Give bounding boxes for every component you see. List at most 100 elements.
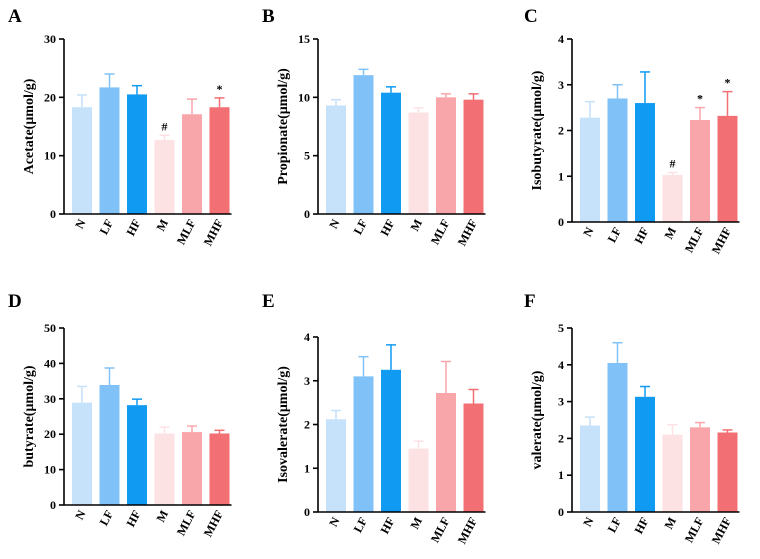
x-tick-label: N bbox=[580, 515, 597, 530]
y-tick-label: 1 bbox=[558, 169, 564, 183]
y-axis-label: Acetate(μmol/g) bbox=[22, 78, 37, 174]
bar-mlf bbox=[690, 119, 710, 222]
x-tick-label: M bbox=[153, 508, 171, 525]
bar-mlf bbox=[436, 393, 456, 512]
y-tick-label: 4 bbox=[304, 330, 310, 344]
panel-letter: F bbox=[524, 291, 536, 312]
x-tick-label: LF bbox=[351, 515, 371, 535]
bar-mhf bbox=[463, 403, 484, 512]
y-tick-label: 5 bbox=[304, 149, 310, 163]
x-tick-label: MLF bbox=[174, 217, 199, 247]
x-tick-label: LF bbox=[605, 225, 625, 245]
bar-m bbox=[662, 174, 683, 222]
x-tick-label: MLF bbox=[428, 515, 453, 545]
x-tick-label: MHF bbox=[709, 225, 735, 256]
bar-hf bbox=[635, 396, 655, 512]
x-tick-label: MLF bbox=[174, 508, 199, 538]
y-tick-label: 3 bbox=[304, 374, 310, 388]
panel-letter: D bbox=[8, 291, 22, 312]
y-axis-label: valerate(μmol/g) bbox=[530, 370, 545, 469]
y-axis-label: butyrate(μmol/g) bbox=[22, 365, 37, 467]
y-tick-label: 20 bbox=[44, 90, 56, 104]
bar-n bbox=[326, 419, 346, 512]
panel-letter: A bbox=[8, 6, 22, 27]
y-tick-label: 10 bbox=[44, 463, 56, 477]
y-tick-label: 0 bbox=[304, 505, 310, 519]
y-tick-label: 50 bbox=[44, 321, 56, 335]
x-tick-label: LF bbox=[605, 515, 625, 535]
y-tick-label: 40 bbox=[44, 356, 56, 370]
bar-lf bbox=[353, 75, 374, 215]
x-tick-label: N bbox=[72, 217, 89, 232]
bar-mlf bbox=[690, 427, 710, 512]
y-tick-label: 30 bbox=[44, 392, 56, 406]
y-tick-label: 2 bbox=[558, 431, 564, 445]
panel-letter: C bbox=[524, 6, 538, 27]
x-tick-label: N bbox=[326, 217, 343, 232]
bar-m bbox=[154, 139, 175, 214]
y-tick-label: 3 bbox=[558, 78, 564, 92]
bar-hf bbox=[635, 103, 655, 222]
bar-mhf bbox=[463, 99, 484, 214]
x-tick-label: HF bbox=[123, 217, 143, 238]
y-tick-label: 4 bbox=[558, 32, 564, 46]
bar-hf bbox=[127, 405, 147, 505]
y-tick-label: 5 bbox=[558, 321, 564, 335]
y-tick-label: 1 bbox=[558, 468, 564, 482]
y-tick-label: 0 bbox=[304, 207, 310, 221]
x-tick-label: HF bbox=[123, 508, 143, 529]
x-tick-label: N bbox=[580, 225, 597, 240]
x-tick-label: MHF bbox=[455, 515, 481, 546]
panel-a: A Acetate(μmol/g) N LF HF # M MLF * MHF 0 10 20 30 bbox=[8, 6, 232, 248]
significance-mark: * bbox=[725, 76, 731, 90]
bar-mlf bbox=[182, 114, 202, 214]
y-tick-label: 10 bbox=[298, 90, 310, 104]
x-tick-label: MHF bbox=[455, 217, 481, 248]
x-tick-label: N bbox=[72, 508, 89, 523]
bar-hf bbox=[381, 369, 401, 512]
x-tick-label: HF bbox=[631, 225, 651, 246]
significance-mark: * bbox=[697, 92, 703, 106]
x-tick-label: MLF bbox=[428, 217, 453, 247]
bar-hf bbox=[127, 94, 147, 214]
x-tick-label: M bbox=[153, 217, 171, 234]
panel-e: E Isovalerate(μmol/g) N LF HF M MLF MHF 0 1 2 3 4 bbox=[262, 291, 486, 546]
y-tick-label: 15 bbox=[298, 32, 310, 46]
x-tick-label: M bbox=[661, 515, 679, 532]
y-tick-label: 0 bbox=[50, 207, 56, 221]
bar-n bbox=[580, 117, 600, 222]
bar-n bbox=[580, 425, 600, 512]
x-tick-label: HF bbox=[631, 515, 651, 536]
y-tick-label: 0 bbox=[50, 498, 56, 512]
x-tick-label: MHF bbox=[709, 515, 735, 546]
y-tick-label: 10 bbox=[44, 149, 56, 163]
x-tick-label: MLF bbox=[682, 225, 707, 255]
panel-b: B Propionate(μmol/g) N LF HF M MLF MHF 0 5 10 15 bbox=[262, 6, 486, 248]
bar-m bbox=[408, 112, 429, 214]
x-tick-label: M bbox=[407, 217, 425, 234]
bar-n bbox=[326, 105, 346, 214]
bar-lf bbox=[99, 384, 120, 505]
x-tick-label: HF bbox=[377, 515, 397, 536]
bar-mhf bbox=[717, 115, 738, 222]
panel-letter: E bbox=[262, 291, 275, 312]
significance-mark: * bbox=[217, 82, 223, 96]
bar-mlf bbox=[182, 432, 202, 505]
bar-m bbox=[154, 433, 175, 505]
bar-lf bbox=[99, 87, 120, 214]
bar-mlf bbox=[436, 97, 456, 214]
y-tick-label: 4 bbox=[558, 358, 564, 372]
x-tick-label: MHF bbox=[201, 217, 227, 248]
bar-lf bbox=[607, 98, 628, 222]
x-tick-label: M bbox=[661, 225, 679, 242]
y-tick-label: 2 bbox=[558, 124, 564, 138]
bar-m bbox=[408, 448, 429, 512]
bar-n bbox=[72, 107, 92, 214]
bar-lf bbox=[353, 376, 374, 512]
x-tick-label: LF bbox=[97, 508, 117, 528]
bar-m bbox=[662, 434, 683, 512]
bar-hf bbox=[381, 92, 401, 214]
y-tick-label: 0 bbox=[558, 215, 564, 229]
